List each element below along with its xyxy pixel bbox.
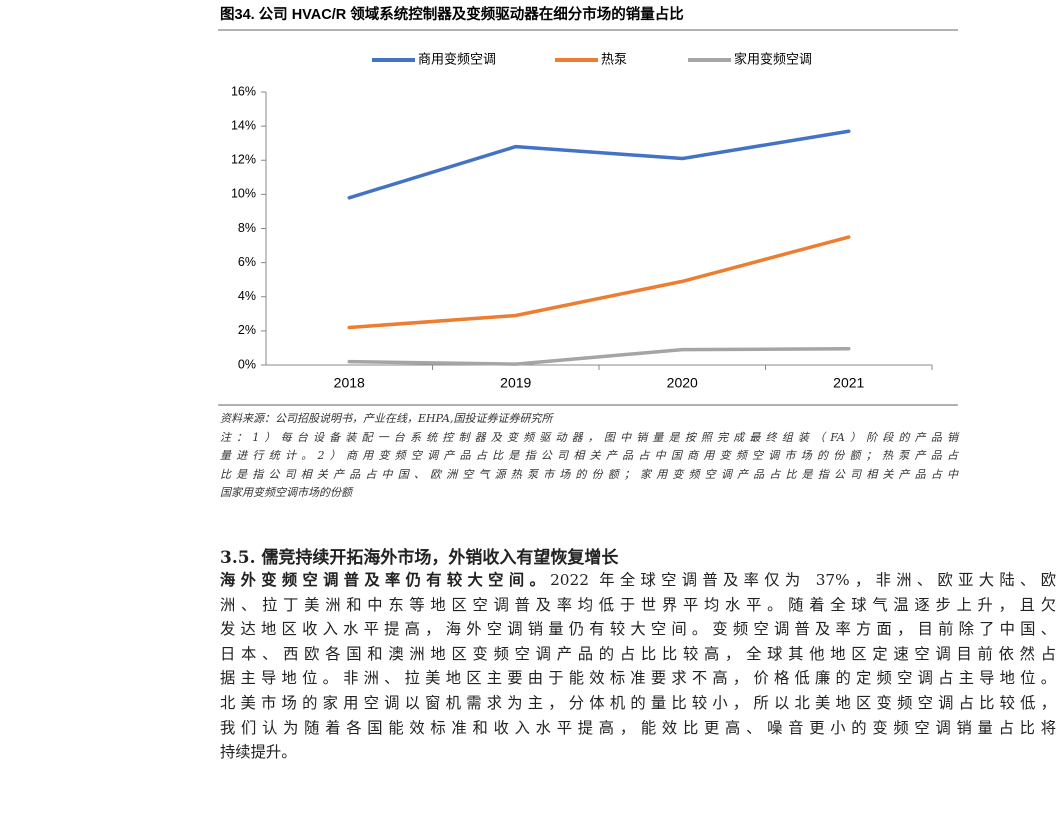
para-line: 海外变频空调普及率仍有较大空间。2022 年全球空调普及率仅为 37%，非洲、欧…	[220, 568, 1056, 593]
y-tick-label: 14%	[231, 118, 256, 132]
source: 资料来源：公司招股说明书，产业在线，EHPA,国投证券证券研究所	[220, 412, 553, 425]
note-line: 注：1）每台设备装配一台系统控制器及变频驱动器，图中销量是按照完成最终组装（FA…	[220, 430, 958, 444]
x-tick-label: 2019	[500, 375, 531, 391]
para-line: 北美市场的家用空调以窗机需求为主，分体机的量比较小，所以北美地区变频空调占比较低…	[220, 693, 1056, 712]
legend-label: 热泵	[601, 51, 627, 66]
series-line	[347, 347, 851, 366]
note-line: 比是指公司相关产品占中国、欧洲空气源热泵市场的份额；家用变频空调产品占比是指公司…	[220, 467, 958, 481]
chart: 图34. 公司 HVAC/R 领域系统控制器及变频驱动器在细分市场的销量占比 0…	[218, 5, 958, 406]
y-tick-label: 0%	[238, 357, 256, 371]
y-tick-label: 2%	[238, 323, 256, 337]
note-line: 量进行统计。2）商用变频空调产品占比是指公司相关产品占中国商用变频空调市场的份额…	[220, 449, 958, 462]
x-tick-label: 2021	[833, 375, 864, 391]
y-tick-label: 4%	[238, 289, 256, 303]
y-tick-label: 10%	[231, 187, 256, 201]
para-line: 据主导地位。非洲、拉美地区主要由于能效标准要求不高，价格低廉的定频空调占主导地位…	[220, 669, 1056, 688]
para-line: 洲、拉丁美洲和中东等地区空调普及率均低于世界平均水平。随着全球气温逐步上升，且欠	[220, 595, 1056, 614]
y-tick-label: 6%	[238, 255, 256, 269]
section-heading: 3.5. 儒竞持续开拓海外市场，外销收入有望恢复增长	[220, 548, 619, 568]
lead: 海外变频空调普及率仍有较大空间。	[220, 571, 551, 589]
para-line: 持续提升。	[220, 743, 297, 762]
x-tick-label: 2020	[667, 375, 698, 391]
legend-label: 商用变频空调	[418, 51, 496, 66]
para-line: 日本、西欧各国和澳洲地区变频空调产品的占比比较高，全球其他地区定速空调目前依然占	[220, 644, 1056, 663]
para-line: 我们认为随着各国能效标准和收入水平提高，能效比更高、噪音更小的变频空调销量占比将	[220, 718, 1056, 737]
x-tick-label: 2018	[334, 375, 365, 391]
y-tick-label: 12%	[231, 153, 256, 167]
series-line	[347, 235, 851, 330]
y-tick-label: 8%	[238, 221, 256, 235]
y-tick-label: 16%	[231, 84, 256, 98]
note-line: 国家用变频空调市场的份额	[220, 486, 352, 499]
chart-title: 图34. 公司 HVAC/R 领域系统控制器及变频驱动器在细分市场的销量占比	[220, 5, 684, 23]
series-line	[347, 129, 851, 200]
legend-label: 家用变频空调	[734, 51, 812, 66]
text: 2022 年全球空调普及率仅为 37%，非洲、欧亚大陆、欧	[550, 571, 1056, 589]
para-line: 发达地区收入水平提高，海外空调销量仍有较大空间。变频空调普及率方面，目前除了中国…	[220, 620, 1056, 639]
paragraph: 海外变频空调普及率仍有较大空间。2022 年全球空调普及率仅为 37%，非洲、欧…	[220, 568, 1056, 765]
notes: 资料来源：公司招股说明书，产业在线，EHPA,国投证券证券研究所 注：1）每台设…	[220, 410, 958, 503]
